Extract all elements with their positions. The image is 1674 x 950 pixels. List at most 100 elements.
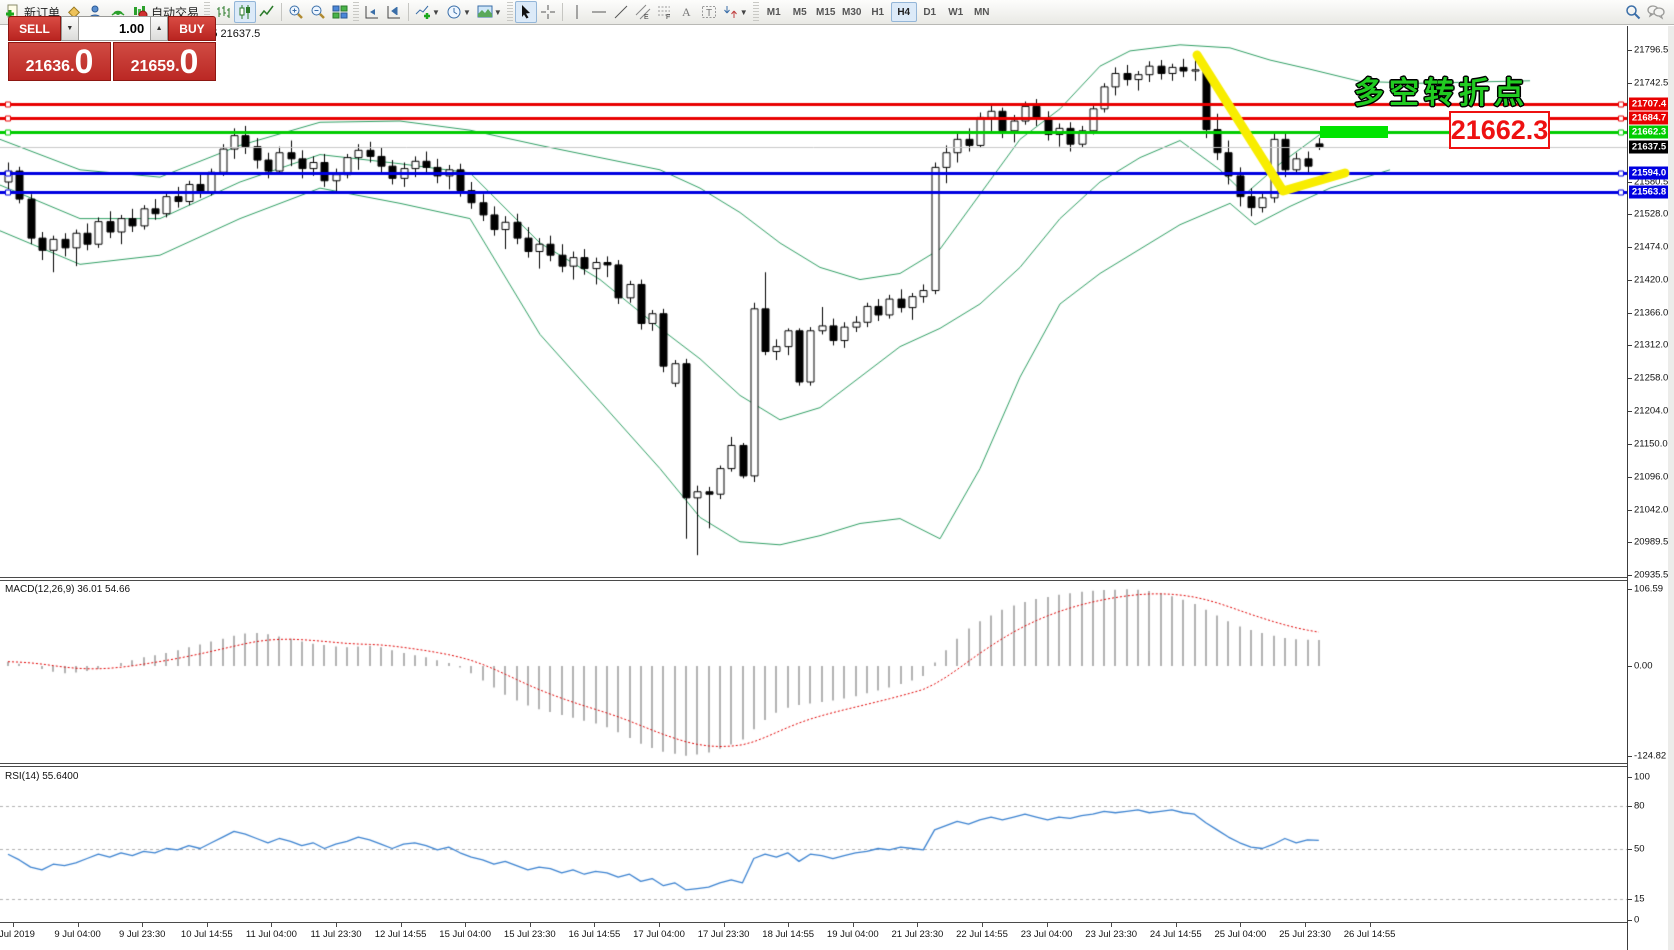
axis-tick-label: 21580.5 bbox=[1634, 176, 1669, 188]
timeframe-button-m15[interactable]: M15 bbox=[815, 6, 836, 18]
price-line-label: 21594.0 bbox=[1629, 166, 1669, 180]
axis-tick bbox=[1628, 214, 1632, 215]
indicators-icon bbox=[415, 4, 431, 20]
fibonacci-button[interactable]: F bbox=[654, 1, 676, 23]
axis-tick-label: 21042.0 bbox=[1634, 504, 1669, 516]
price-axis[interactable]: 21796.5 21742.5 21580.5 21528.0 21474.0 21420… bbox=[1627, 26, 1674, 950]
cursor-button[interactable] bbox=[514, 1, 537, 23]
axis-tick-label: 80 bbox=[1634, 800, 1645, 812]
tile-windows-button[interactable] bbox=[329, 1, 351, 23]
time-axis-label: 24 Jul 14:55 bbox=[1149, 929, 1202, 940]
periods-button[interactable]: ▼ bbox=[443, 1, 474, 23]
symbols-button[interactable] bbox=[63, 1, 85, 23]
buy-price-display[interactable]: 21659. 0 bbox=[113, 42, 216, 81]
sell-button[interactable]: SELL bbox=[8, 16, 61, 41]
axis-tick bbox=[1628, 575, 1632, 576]
crosshair-button[interactable] bbox=[537, 1, 559, 23]
toolbar-grip bbox=[752, 2, 759, 22]
green-highlight-bar[interactable] bbox=[1320, 125, 1388, 138]
candlestick-chart-button[interactable] bbox=[234, 1, 257, 23]
axis-tick-label: 0 bbox=[1634, 914, 1640, 926]
bar-chart-icon bbox=[215, 4, 231, 20]
line-chart-button[interactable] bbox=[256, 1, 278, 23]
vertical-line-button[interactable] bbox=[566, 1, 588, 23]
rsi-canvas[interactable] bbox=[0, 768, 1627, 922]
turning-point-annotation[interactable]: 多空转折点 bbox=[1354, 77, 1529, 110]
timeframe-button-d1[interactable]: D1 bbox=[923, 6, 937, 18]
time-axis[interactable]: 8 Jul 2019 9 Jul 04:00 9 Jul 23:30 10 Jul 1… bbox=[0, 922, 1627, 950]
macd-indicator-label: MACD(12,26,9) 36.01 54.66 bbox=[5, 584, 131, 595]
time-axis-label: 18 Jul 14:55 bbox=[762, 929, 815, 940]
chart-shift-button[interactable] bbox=[383, 1, 405, 23]
auto-scroll-icon bbox=[364, 4, 380, 20]
horizontal-line-icon bbox=[591, 4, 607, 20]
axis-tick-label: 21528.0 bbox=[1634, 208, 1669, 220]
axis-tick bbox=[1628, 280, 1632, 281]
crosshair-icon bbox=[540, 4, 556, 20]
time-axis-tick bbox=[142, 923, 143, 927]
buy-button[interactable]: BUY bbox=[167, 16, 216, 41]
time-axis-tick bbox=[401, 923, 402, 927]
time-axis-label: 17 Jul 23:30 bbox=[697, 929, 750, 940]
axis-tick-label: 20989.5 bbox=[1634, 536, 1669, 548]
buy-price-big: 0 bbox=[179, 43, 199, 81]
sell-price-display[interactable]: 21636. 0 bbox=[8, 42, 111, 81]
horizontal-line-button[interactable] bbox=[588, 1, 610, 23]
timeframe-button-m5[interactable]: M5 bbox=[792, 6, 807, 18]
text-label-button[interactable]: T bbox=[698, 1, 720, 23]
auto-scroll-button[interactable] bbox=[361, 1, 383, 23]
macd-panel-divider[interactable] bbox=[0, 577, 1627, 581]
templates-button[interactable]: ▼ bbox=[474, 1, 505, 23]
signal-button[interactable] bbox=[107, 1, 129, 23]
chart-area[interactable]: ▲ JPN225-,H4 21642.5 21652.5 21632.5 216… bbox=[0, 26, 1627, 950]
arrows-button[interactable]: ▼ bbox=[720, 1, 751, 23]
text-icon: A bbox=[679, 4, 695, 20]
axis-tick-label: 21742.5 bbox=[1634, 77, 1669, 89]
clock-icon bbox=[446, 4, 462, 20]
zoom-out-button[interactable] bbox=[307, 1, 329, 23]
time-axis-label: 11 Jul 23:30 bbox=[310, 929, 362, 940]
zoom-in-button[interactable] bbox=[285, 1, 307, 23]
search-button[interactable] bbox=[1622, 1, 1644, 23]
axis-tick-label: 100 bbox=[1634, 771, 1650, 783]
timeframe-button-w1[interactable]: W1 bbox=[948, 6, 964, 18]
arrows-icon bbox=[723, 4, 739, 20]
timeframe-button-m30[interactable]: M30 bbox=[841, 6, 862, 18]
axis-tick bbox=[1628, 83, 1632, 84]
axis-tick-label: 21312.0 bbox=[1634, 339, 1669, 351]
timeframe-button-h4[interactable]: H4 bbox=[890, 2, 917, 22]
volume-input[interactable]: 1.00 bbox=[78, 16, 151, 41]
bar-chart-button[interactable] bbox=[212, 1, 234, 23]
indicators-button[interactable]: ▼ bbox=[412, 1, 443, 23]
dropdown-arrow-icon: ▼ bbox=[432, 7, 440, 17]
time-axis-label: 23 Jul 23:30 bbox=[1085, 929, 1138, 940]
timeframe-button-h1[interactable]: H1 bbox=[871, 6, 885, 18]
toolbar: 新订单 自动交易 ▼ ▼ ▼ E F A T ▼ M1 M5 M15 M30 H1 H4 D… bbox=[0, 0, 1674, 25]
price-line-label: 21563.8 bbox=[1629, 185, 1669, 199]
main-chart-canvas[interactable] bbox=[0, 26, 1627, 580]
time-axis-tick bbox=[207, 923, 208, 927]
time-axis-label: 9 Jul 23:30 bbox=[118, 929, 166, 940]
axis-tick bbox=[1628, 247, 1632, 248]
text-button[interactable]: A bbox=[676, 1, 698, 23]
candlestick-chart-icon bbox=[237, 4, 253, 20]
macd-canvas[interactable] bbox=[0, 581, 1627, 763]
volume-down-button[interactable]: ▼ bbox=[60, 16, 79, 41]
timeframe-button-m1[interactable]: M1 bbox=[766, 6, 781, 18]
window-right-edge bbox=[1668, 26, 1674, 950]
axis-tick bbox=[1628, 899, 1632, 900]
toolbar-grip bbox=[506, 2, 513, 22]
axis-tick bbox=[1628, 50, 1632, 51]
time-axis-tick bbox=[1176, 923, 1177, 927]
price-callout-box[interactable]: 21662.3 bbox=[1449, 111, 1550, 149]
axis-tick bbox=[1628, 666, 1632, 667]
axis-tick-label: -124.82 bbox=[1634, 750, 1667, 762]
cursor-icon bbox=[518, 4, 534, 20]
timeframe-button-mn[interactable]: MN bbox=[973, 6, 990, 18]
sell-price-main: 21636 bbox=[25, 58, 71, 75]
volume-up-button[interactable]: ▲ bbox=[150, 16, 168, 41]
chat-button[interactable] bbox=[1644, 1, 1668, 23]
rsi-panel-divider[interactable] bbox=[0, 763, 1627, 767]
trendline-button[interactable] bbox=[610, 1, 632, 23]
channel-button[interactable]: E bbox=[632, 1, 654, 23]
